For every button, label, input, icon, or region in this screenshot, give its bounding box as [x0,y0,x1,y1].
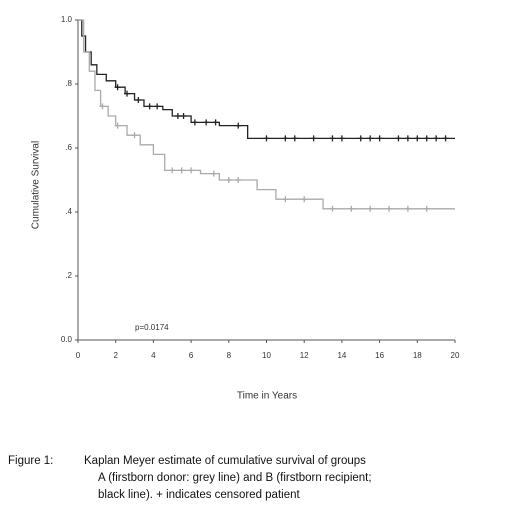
censor-mark [114,122,121,129]
censor-mark [99,103,106,110]
censor-mark [169,167,176,174]
censor-mark [263,135,270,142]
survival-curve [78,19,455,140]
censor-mark [146,103,153,110]
x-tick-label: 8 [227,351,232,360]
censor-mark [188,167,195,174]
censor-mark [404,205,411,212]
censor-mark [442,135,449,142]
y-tick-label: .2 [65,271,72,280]
caption-line: A (firstborn donor: grey line) and B (fi… [98,472,372,484]
x-tick-label: 20 [451,351,460,360]
censor-mark [367,205,374,212]
censor-mark [135,97,142,103]
x-tick-label: 6 [189,351,194,360]
censor-mark [235,177,242,183]
censor-mark [212,119,219,126]
censor-mark [282,196,289,203]
censor-mark [154,103,161,110]
censor-mark [114,84,121,91]
censor-mark [291,135,298,142]
censor-mark [178,167,185,174]
y-tick-label: 0.0 [61,335,73,344]
censor-mark [414,135,421,142]
caption-label: Figure 1: [8,455,53,467]
censor-mark [404,135,411,142]
censor-mark [210,170,217,177]
x-tick-label: 18 [413,351,422,360]
caption-line: Kaplan Meyer estimate of cumulative surv… [84,455,366,467]
x-tick-label: 16 [375,351,384,360]
censor-mark [131,132,138,139]
censor-mark [124,90,131,97]
censor-mark [329,205,336,212]
x-tick-label: 4 [151,351,156,360]
x-tick-label: 2 [113,351,118,360]
censor-mark [376,135,383,142]
censor-mark [282,135,289,142]
censor-mark [180,113,187,119]
x-axis-label: Time in Years [237,391,297,402]
censor-mark [423,205,430,212]
censor-mark [386,205,393,212]
censor-mark [433,135,440,142]
x-tick-label: 12 [300,351,309,360]
censor-mark [310,135,317,142]
censor-mark [348,205,355,212]
y-tick-label: .8 [65,79,72,88]
censor-mark [191,119,198,126]
y-tick-label: .6 [65,143,72,152]
y-axis-label: Cumulative Survival [31,141,42,229]
censor-mark [203,119,210,126]
y-tick-label: 1.0 [61,15,73,24]
censor-mark [235,122,242,129]
x-tick-label: 0 [76,351,81,360]
x-tick-label: 10 [262,351,271,360]
caption-line: black line). + indicates censored patien… [98,489,300,501]
censor-mark [329,135,336,142]
censor-mark [423,135,430,142]
censor-mark [174,113,181,119]
censor-mark [395,135,402,142]
survival-curve [78,19,455,210]
censor-mark [338,135,345,142]
censor-mark [367,135,374,142]
p-value: p=0.0174 [135,323,169,332]
x-tick-label: 14 [337,351,346,360]
censor-mark [357,135,364,142]
censor-mark [301,196,308,203]
censor-mark [225,177,232,183]
y-tick-label: .4 [65,207,72,216]
